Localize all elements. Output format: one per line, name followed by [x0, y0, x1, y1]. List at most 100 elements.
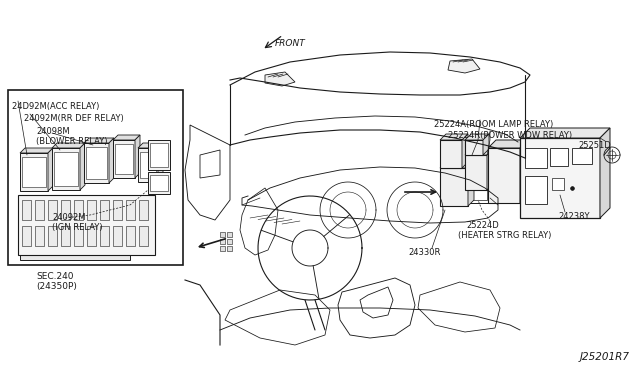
- Polygon shape: [52, 143, 85, 148]
- Bar: [22, 200, 31, 220]
- Text: 24330R: 24330R: [408, 248, 440, 257]
- Bar: [126, 200, 135, 220]
- Polygon shape: [468, 162, 474, 206]
- Polygon shape: [109, 138, 114, 183]
- Bar: [22, 226, 31, 246]
- Polygon shape: [158, 143, 163, 182]
- Text: 25224A(ROOM LAMP RELAY): 25224A(ROOM LAMP RELAY): [434, 120, 553, 129]
- Bar: [126, 226, 135, 246]
- Polygon shape: [138, 143, 163, 148]
- Bar: [148, 172, 170, 194]
- Polygon shape: [18, 195, 155, 255]
- Bar: [115, 144, 133, 174]
- Bar: [113, 226, 122, 246]
- Polygon shape: [185, 125, 230, 220]
- Text: 24098M: 24098M: [36, 127, 70, 136]
- Bar: [84, 143, 109, 183]
- Bar: [220, 239, 225, 244]
- Bar: [74, 226, 83, 246]
- Polygon shape: [84, 138, 114, 143]
- Bar: [150, 175, 168, 191]
- Polygon shape: [520, 128, 610, 138]
- Text: 24D92M(ACC RELAY): 24D92M(ACC RELAY): [12, 102, 99, 111]
- Bar: [20, 153, 48, 191]
- Polygon shape: [240, 188, 278, 255]
- Bar: [450, 175, 490, 203]
- Polygon shape: [135, 135, 140, 178]
- Polygon shape: [462, 134, 468, 168]
- Polygon shape: [225, 290, 330, 345]
- Text: SEC.240: SEC.240: [36, 272, 74, 281]
- Polygon shape: [265, 72, 295, 86]
- Polygon shape: [200, 150, 220, 178]
- Polygon shape: [48, 148, 53, 191]
- Polygon shape: [487, 149, 493, 190]
- Text: J25201R7: J25201R7: [580, 352, 630, 362]
- Bar: [138, 148, 158, 182]
- Polygon shape: [440, 134, 468, 140]
- Polygon shape: [360, 287, 393, 318]
- Bar: [139, 226, 148, 246]
- Bar: [572, 148, 592, 164]
- Text: (HEATER STRG RELAY): (HEATER STRG RELAY): [458, 231, 552, 240]
- Bar: [148, 140, 170, 170]
- Bar: [61, 200, 70, 220]
- Bar: [220, 232, 225, 237]
- Bar: [440, 140, 462, 168]
- Bar: [61, 226, 70, 246]
- Bar: [552, 178, 564, 190]
- Text: 25251D: 25251D: [578, 141, 611, 150]
- Bar: [465, 140, 483, 155]
- Bar: [453, 178, 487, 200]
- Bar: [139, 200, 148, 220]
- Polygon shape: [440, 162, 474, 168]
- Bar: [227, 232, 232, 237]
- Text: 25224R(POWER WDW RELAY): 25224R(POWER WDW RELAY): [448, 131, 572, 140]
- Bar: [100, 226, 109, 246]
- Bar: [140, 152, 156, 178]
- Bar: [525, 148, 547, 168]
- Polygon shape: [483, 134, 489, 155]
- Bar: [488, 148, 520, 203]
- Polygon shape: [113, 135, 140, 140]
- Text: 25224D: 25224D: [466, 221, 499, 230]
- Bar: [227, 246, 232, 251]
- Text: (IGN RELAY): (IGN RELAY): [52, 223, 102, 232]
- Polygon shape: [418, 282, 500, 332]
- Bar: [35, 226, 44, 246]
- Bar: [520, 138, 600, 218]
- Bar: [22, 157, 46, 187]
- Polygon shape: [448, 59, 480, 73]
- Text: FRONT: FRONT: [275, 39, 306, 48]
- Bar: [8, 90, 183, 265]
- Bar: [550, 148, 568, 166]
- Bar: [113, 140, 135, 178]
- Polygon shape: [600, 128, 610, 218]
- Polygon shape: [338, 278, 415, 338]
- Polygon shape: [465, 149, 493, 155]
- Bar: [48, 226, 57, 246]
- Polygon shape: [20, 245, 130, 260]
- Bar: [87, 200, 96, 220]
- Text: 24092M(RR DEF RELAY): 24092M(RR DEF RELAY): [24, 114, 124, 123]
- Bar: [100, 200, 109, 220]
- Polygon shape: [20, 148, 53, 153]
- Bar: [465, 155, 487, 190]
- Bar: [220, 246, 225, 251]
- Text: (BLOWER RELAY): (BLOWER RELAY): [36, 137, 108, 146]
- Polygon shape: [80, 143, 85, 190]
- Polygon shape: [488, 140, 528, 148]
- Bar: [440, 168, 468, 206]
- Bar: [52, 148, 80, 190]
- Bar: [54, 152, 78, 186]
- Polygon shape: [520, 140, 528, 203]
- Bar: [87, 226, 96, 246]
- Text: 24238Y: 24238Y: [558, 212, 589, 221]
- Bar: [74, 200, 83, 220]
- Text: (24350P): (24350P): [36, 282, 77, 291]
- Bar: [113, 200, 122, 220]
- Text: 24092M: 24092M: [52, 213, 86, 222]
- Bar: [150, 143, 168, 167]
- Bar: [227, 239, 232, 244]
- Bar: [86, 147, 107, 179]
